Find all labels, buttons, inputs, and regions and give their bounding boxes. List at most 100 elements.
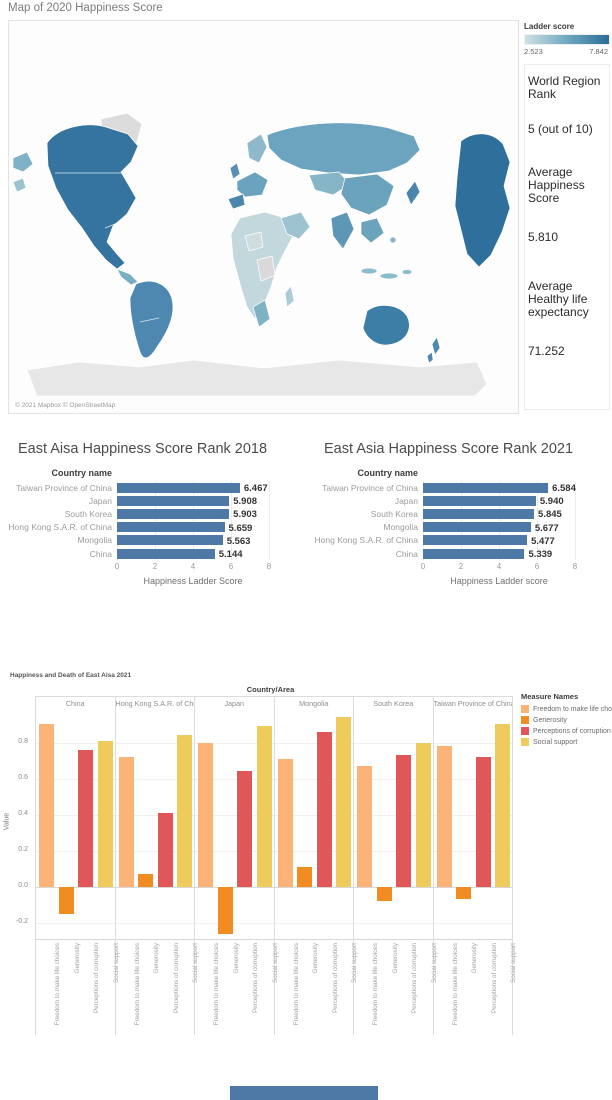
chart-happiness-measures-2021: Happiness and Death of East Aisa 2021 Co… (0, 670, 612, 1045)
map-color-legend: Ladder score 2.523 7.842 (524, 22, 610, 56)
measure-bar-freedom-to-make-life-choices[interactable] (436, 746, 452, 887)
score-bar-taiwan-province-of-china[interactable] (117, 482, 240, 493)
y-tick-label: 0.0 (18, 881, 28, 889)
score-bar-south-korea[interactable] (117, 508, 230, 519)
map-wrapped-north-america (454, 133, 511, 268)
panel-header-country-area: Country/Area (246, 685, 295, 694)
measure-bar-generosity[interactable] (376, 886, 392, 902)
bar-row: Japan 5.908 (0, 494, 306, 507)
measure-bar-perceptions-of-corruption[interactable] (316, 731, 332, 887)
map-japan (405, 180, 421, 206)
country-label: Japan (88, 495, 112, 506)
measure-label: Perceptions of corruption (93, 943, 100, 1014)
country-label: Mongolia (77, 535, 113, 546)
legend-item-label: Perceptions of corruption (533, 727, 611, 735)
score-bar-taiwan-province-of-china[interactable] (423, 482, 549, 493)
measure-bar-generosity[interactable] (138, 874, 153, 887)
measure-bar-freedom-to-make-life-choices[interactable] (277, 758, 293, 887)
measure-bar-perceptions-of-corruption[interactable] (78, 749, 93, 887)
map-iberia (227, 193, 246, 210)
measure-axis-labels: Freedom to make life choices Generosity Pe… (195, 940, 279, 1035)
score-bar-japan[interactable] (117, 495, 230, 506)
legend-item[interactable]: Perceptions of corruption (521, 727, 612, 735)
measure-bar-freedom-to-make-life-choices[interactable] (39, 724, 54, 887)
measure-bar-social-support[interactable] (336, 717, 351, 887)
score-bar-japan[interactable] (423, 495, 536, 506)
measure-label: Generosity (391, 943, 399, 974)
score-bar-mongolia[interactable] (423, 522, 531, 533)
measure-bar-perceptions-of-corruption[interactable] (157, 812, 173, 887)
chart-happiness-rank-2021: East Asia Happiness Score Rank 2021 Coun… (306, 441, 612, 586)
measure-label: Perceptions of corruption (331, 943, 339, 1014)
score-bar-hong-kong-s-a-r-of-china[interactable] (423, 535, 528, 546)
score-bar-hong-kong-s-a-r-of-china[interactable] (117, 522, 225, 533)
legend-min-value: 2.523 (524, 47, 543, 56)
measure-bar-generosity[interactable] (297, 866, 312, 887)
score-bar-china[interactable] (117, 548, 215, 559)
measure-bar-freedom-to-make-life-choices[interactable] (118, 756, 134, 887)
chart-title-2021: East Asia Happiness Score Rank 2021 (324, 441, 574, 457)
country-panel-japan: Japan Freedom to make life choices Generos… (194, 697, 279, 1035)
measure-bar-perceptions-of-corruption[interactable] (396, 755, 411, 887)
country-label: South Korea (64, 508, 112, 519)
measure-bar-freedom-to-make-life-choices[interactable] (357, 765, 372, 887)
measure-label: Freedom to make life choices (451, 943, 459, 1026)
map-scandinavia (246, 133, 268, 164)
legend-item[interactable]: Social support (521, 738, 612, 746)
bar-value-label: 5.477 (531, 535, 555, 547)
legend-item[interactable]: Freedom to make life choices (521, 705, 612, 713)
measure-bar-generosity[interactable] (217, 886, 233, 934)
measure-bar-freedom-to-make-life-choices[interactable] (198, 742, 213, 887)
x-gridlines (423, 481, 576, 561)
panel-header-label: Hong Kong S.A.R. of China (115, 699, 195, 708)
row-header-country-name: Country name (51, 468, 112, 478)
bar-track: 5.477 (423, 534, 575, 547)
measure-axis-labels: Freedom to make life choices Generosity Pe… (354, 940, 438, 1035)
measure-bar-generosity[interactable] (456, 886, 471, 900)
bar-value-label: 5.903 (233, 509, 257, 521)
country-label: Taiwan Province of China (322, 482, 418, 493)
legend-swatch-icon (521, 727, 529, 735)
measure-label: Generosity (232, 943, 240, 974)
measure-bar-social-support[interactable] (495, 724, 510, 887)
measure-axis-labels: Freedom to make life choices Generosity Pe… (36, 940, 120, 1035)
bar-track: 5.659 (117, 521, 269, 534)
measure-bar-perceptions-of-corruption[interactable] (475, 756, 491, 887)
region-stats-panel: World Region Rank 5 (out of 10) Average … (524, 64, 610, 410)
stat-label-world-region-rank: World Region Rank (528, 74, 601, 101)
bar-row: Taiwan Province of China 6.467 (0, 481, 306, 494)
map-attribution: © 2021 Mapbox © OpenStreetMap (12, 401, 119, 410)
bottom-blue-bar (230, 1086, 378, 1100)
measure-bar-social-support[interactable] (415, 742, 431, 887)
chart-title-2018: East Aisa Happiness Score Rank 2018 (18, 441, 268, 457)
map-panel[interactable]: © 2021 Mapbox © OpenStreetMap (8, 20, 519, 414)
y-axis: -0.2 0.0 0.2 0.4 0.6 0.8 (0, 709, 32, 938)
legend-item[interactable]: Generosity (521, 716, 612, 724)
measure-label: Freedom to make life choices (213, 943, 220, 1026)
bar-row: Taiwan Province of China 6.584 (306, 481, 612, 494)
measure-bar-perceptions-of-corruption[interactable] (237, 771, 252, 887)
panel-plot (354, 710, 433, 940)
map-australia (362, 305, 410, 346)
world-map[interactable] (9, 21, 518, 413)
bar-row: Hong Kong S.A.R. of China 5.659 (0, 521, 306, 534)
map-central-america (116, 268, 139, 286)
bar-track: 5.563 (117, 534, 269, 547)
stat-label-healthy-life-expectancy: Average Healthy life expectancy (528, 279, 589, 319)
measure-bar-social-support[interactable] (177, 735, 192, 887)
panel-header-label: Mongolia (299, 699, 329, 708)
measure-bar-generosity[interactable] (58, 886, 74, 914)
map-se-asia (360, 217, 385, 244)
measure-bar-social-support[interactable] (256, 726, 272, 887)
country-panel-south-korea: South Korea Freedom to make life choices G… (353, 697, 438, 1035)
country-label: South Korea (370, 508, 418, 519)
measure-axis-labels: Freedom to make life choices Generosity Pe… (275, 940, 359, 1035)
score-bar-south-korea[interactable] (423, 508, 535, 519)
score-bar-mongolia[interactable] (117, 535, 223, 546)
grouped-chart-title: Happiness and Death of East Aisa 2021 (10, 672, 132, 679)
measure-label: Perceptions of corruption (490, 943, 498, 1014)
measure-bar-social-support[interactable] (97, 740, 113, 887)
measure-label: Freedom to make life choices (54, 943, 61, 1026)
score-bar-china[interactable] (423, 548, 525, 559)
legend-swatch-icon (521, 716, 529, 724)
